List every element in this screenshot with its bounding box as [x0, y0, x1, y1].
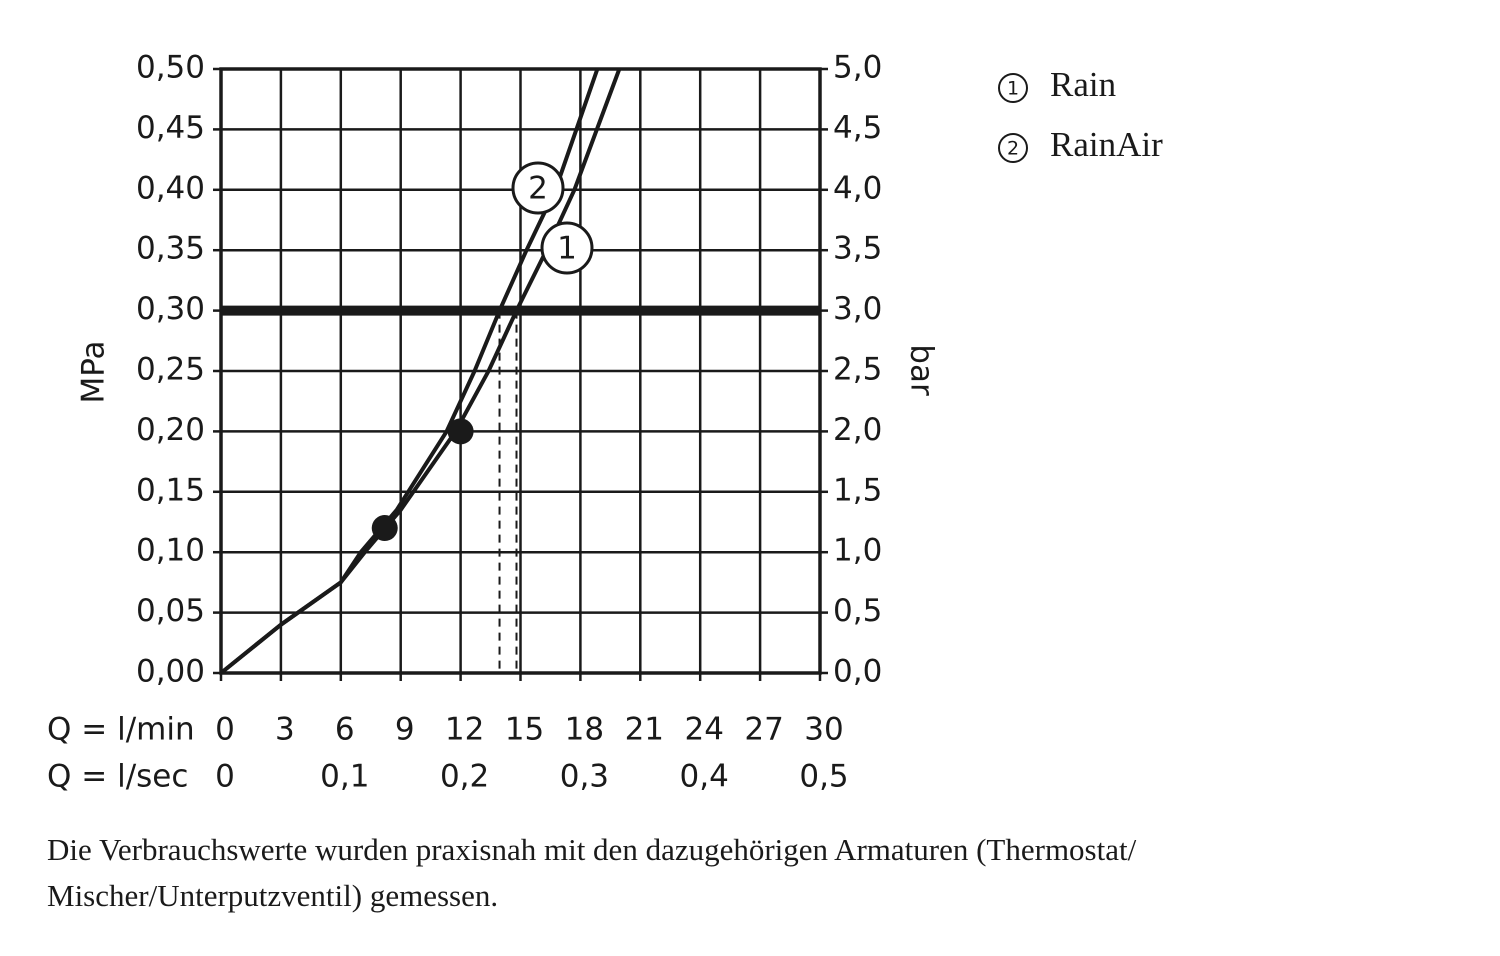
- y2-tick-label: 4,0: [833, 170, 882, 206]
- x-axis-label: Q = l/min: [47, 712, 195, 748]
- legend-marker: [998, 133, 1028, 163]
- legend-label: RainAir: [1050, 125, 1163, 164]
- curve-tag-label: 1: [557, 231, 577, 267]
- x-tick-label: 6: [335, 712, 355, 748]
- y2-axis-label: bar: [904, 344, 940, 396]
- y2-tick-label: 0,0: [833, 654, 882, 690]
- curve-tag-label: 2: [528, 171, 548, 207]
- legend-marker-label: 1: [1007, 78, 1019, 100]
- y-axis-label: MPa: [76, 340, 112, 403]
- x2-axis-label: Q = l/sec: [47, 759, 188, 795]
- x2-tick-label: 0,2: [440, 759, 489, 795]
- note-line: Mischer/Unterputzventil) gemessen.: [47, 878, 498, 913]
- x-tick-label: 30: [804, 712, 843, 748]
- x-tick-label: 21: [625, 712, 664, 748]
- x-tick-label: 12: [445, 712, 484, 748]
- x-tick-label: 9: [395, 712, 415, 748]
- y-tick-label: 0,45: [136, 110, 205, 146]
- y2-tick-label: 0,5: [833, 593, 882, 629]
- y2-tick-label: 1,5: [833, 472, 882, 508]
- note-line: Die Verbrauchswerte wurden praxisnah mit…: [47, 832, 1137, 867]
- operating-point: [371, 515, 398, 542]
- x-tick-label: 3: [275, 712, 295, 748]
- y-tick-label: 0,25: [136, 352, 205, 388]
- y-tick-label: 0,10: [136, 533, 205, 569]
- y2-tick-label: 3,5: [833, 231, 882, 267]
- x2-tick-label: 0,3: [560, 759, 609, 795]
- x-tick-label: 18: [565, 712, 604, 748]
- curve-tag: [540, 221, 594, 275]
- legend-label: Rain: [1050, 65, 1116, 104]
- x2-tick-label: 0,4: [680, 759, 729, 795]
- y-tick-label: 0,30: [136, 291, 205, 327]
- x-tick-label: 0: [215, 712, 235, 748]
- y-tick-label: 0,15: [136, 472, 205, 508]
- y-tick-label: 0,20: [136, 412, 205, 448]
- curve-tag: [511, 161, 565, 215]
- y2-tick-label: 3,0: [833, 291, 882, 327]
- y2-tick-label: 1,0: [833, 533, 882, 569]
- operating-point: [447, 418, 474, 445]
- y-tick-label: 0,00: [136, 654, 205, 690]
- legend-marker-label: 2: [1007, 138, 1019, 160]
- x2-tick-label: 0,1: [320, 759, 369, 795]
- plot-frame: [219, 67, 822, 675]
- y-tick-label: 0,50: [136, 50, 205, 86]
- x2-tick-label: 0,5: [799, 759, 848, 795]
- x-tick-label: 24: [684, 712, 723, 748]
- y-tick-label: 0,05: [136, 593, 205, 629]
- y2-tick-label: 2,5: [833, 352, 882, 388]
- x-tick-label: 15: [505, 712, 544, 748]
- y-tick-label: 0,40: [136, 170, 205, 206]
- legend-marker: [998, 73, 1028, 103]
- y2-tick-label: 4,5: [833, 110, 882, 146]
- y2-tick-label: 5,0: [833, 50, 882, 86]
- y2-tick-label: 2,0: [833, 412, 882, 448]
- curve: [219, 68, 600, 675]
- x2-tick-label: 0: [215, 759, 235, 795]
- x-tick-label: 27: [744, 712, 783, 748]
- y-tick-label: 0,35: [136, 231, 205, 267]
